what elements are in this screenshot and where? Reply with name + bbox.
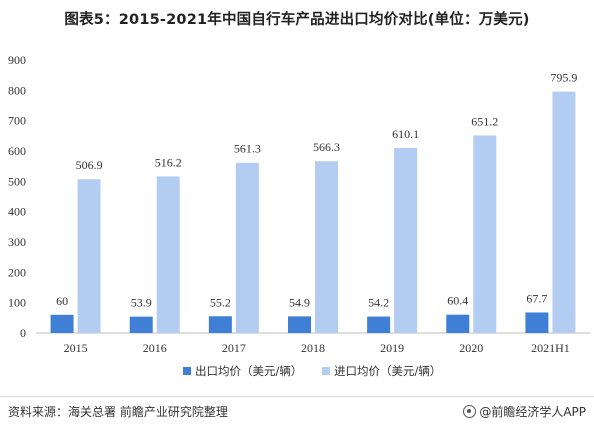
bar-chart: 0 100 200 300 400 500 600 700 800 900 60 506.9 53.9… [8,53,590,378]
import-value-label-2019: 610.1 [392,127,419,141]
import-value-label-2020: 651.2 [471,114,498,128]
export-value-label-2020: 60.4 [447,294,468,308]
source-note: 资料来源：海关总署 前瞻产业研究院整理 [8,405,228,419]
y-tick-label-0: 0 [20,326,26,340]
export-bar-2020 [446,314,470,333]
export-bar-2018 [288,316,311,333]
y-axis-ticks: 0 100 200 300 400 500 600 700 800 900 [8,53,26,340]
chart-title: 图表5：2015-2021年中国自行车产品进出口均价对比(单位：万美元) [64,12,530,28]
brand-logo-icon [463,405,477,418]
import-value-label-2021H1: 795.9 [550,71,577,85]
y-tick-label-600: 600 [8,144,26,158]
legend-import-swatch [322,367,330,375]
import-value-label-2018: 566.3 [313,140,340,154]
import-bar-2017 [235,162,259,333]
x-tick-label-2017: 2017 [222,341,246,355]
import-bar-2020 [473,135,497,333]
y-tick-label-800: 800 [8,83,26,97]
x-tick-label-2019: 2019 [380,341,404,355]
export-value-label-2016: 53.9 [131,296,152,310]
legend-export-label: 出口均价（美元/辆） [195,364,302,378]
export-value-label-2018: 54.9 [289,295,310,309]
bars [50,91,576,334]
export-value-label-2019: 54.2 [368,296,389,310]
export-value-label-2021H1: 67.7 [526,291,547,305]
import-value-label-2016: 516.2 [155,155,182,169]
export-bar-2019 [367,316,391,333]
x-axis-ticks: 2015 2016 2017 2018 2019 2020 2021H1 [64,341,570,355]
export-bar-2015 [50,314,74,333]
brand-text: @前瞻经济学人APP [479,405,586,419]
import-bar-2015 [77,179,101,333]
export-bar-2017 [208,316,232,333]
import-bar-2021H1 [552,91,576,334]
import-bar-2018 [315,161,338,333]
import-value-label-2015: 506.9 [76,158,103,172]
import-bar-2019 [394,147,418,333]
export-bar-2016 [129,316,153,333]
footer-divider [0,396,594,397]
y-tick-label-400: 400 [8,205,26,219]
y-tick-label-500: 500 [8,174,26,188]
import-value-label-2017: 561.3 [234,142,261,156]
x-tick-label-2020: 2020 [459,341,483,355]
legend-export-swatch [183,367,191,375]
brand-credit: @前瞻经济学人APP [463,403,586,420]
x-tick-label-2015: 2015 [64,341,88,355]
export-value-label-2017: 55.2 [210,295,231,309]
y-tick-label-700: 700 [8,114,26,128]
export-bar-2021H1 [525,312,549,333]
x-tick-label-2016: 2016 [143,341,167,355]
legend-import-label: 进口均价（美元/辆） [334,364,441,378]
y-tick-label-300: 300 [8,235,26,249]
y-tick-label-200: 200 [8,265,26,279]
y-tick-label-100: 100 [8,296,26,310]
export-value-label-2015: 60 [56,294,68,308]
import-bar-2016 [156,176,180,333]
x-tick-label-2021H1: 2021H1 [531,341,570,355]
legend: 出口均价（美元/辆） 进口均价（美元/辆） [183,364,441,378]
data-labels: 60 506.9 53.9 516.2 55.2 561.3 54.9 566.3 54.2 61… [56,71,577,310]
y-tick-label-900: 900 [8,53,26,67]
x-tick-label-2018: 2018 [301,341,325,355]
